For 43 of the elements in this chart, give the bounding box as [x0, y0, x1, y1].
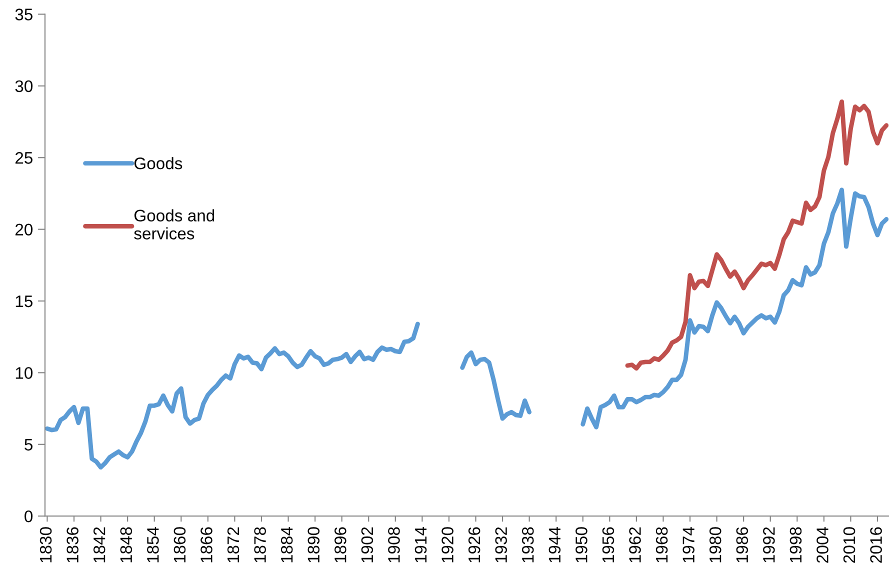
x-tick-label: 1848 [120, 527, 132, 562]
x-tick-label: 1830 [40, 527, 52, 562]
y-tick-label: 35 [15, 8, 32, 20]
y-tick-label: 25 [15, 152, 32, 164]
legend-label: Goods [134, 157, 182, 170]
y-tick-label: 20 [15, 224, 33, 236]
x-tick-label: 1908 [388, 527, 400, 562]
x-tick-label: 1986 [736, 527, 748, 562]
x-tick-label: 1902 [361, 527, 374, 562]
x-tick-label: 1920 [442, 527, 454, 562]
x-tick-label: 1950 [576, 527, 588, 562]
x-tick-label: 1854 [147, 526, 159, 562]
x-tick-label: 2010 [843, 527, 856, 563]
x-tick-label: 1878 [254, 527, 266, 562]
x-tick-label: 2016 [870, 527, 882, 563]
line-series [625, 99, 889, 371]
x-tick-label: 1938 [522, 527, 534, 562]
x-tick-label: 1836 [66, 527, 78, 562]
x-tick-label: 1956 [602, 527, 614, 562]
x-tick-label: 1914 [414, 526, 427, 562]
x-tick-label: 2004 [816, 526, 828, 563]
y-tick-label: 15 [16, 296, 32, 308]
x-tick-label: 1842 [93, 527, 106, 562]
y-tick-label: 0 [24, 510, 33, 522]
x-tick-label: 1872 [227, 527, 240, 562]
y-tick-label: 10 [16, 367, 33, 379]
x-tick-label: 1932 [495, 527, 507, 562]
x-tick-label: 1974 [682, 526, 694, 562]
x-tick-label: 1992 [763, 527, 775, 562]
y-tick-label: 30 [15, 80, 33, 92]
x-tick-label: 1890 [308, 527, 320, 562]
x-tick-label: 1980 [709, 527, 722, 562]
x-tick-label: 1926 [468, 527, 480, 562]
x-tick-label: 1866 [200, 527, 212, 562]
x-tick-label: 1962 [629, 527, 641, 562]
y-tick-label: 5 [24, 438, 32, 451]
legend-label: Goods and services [134, 209, 214, 240]
x-tick-label: 1944 [548, 526, 561, 562]
x-tick-label: 1998 [790, 527, 802, 562]
x-tick-label: 1860 [174, 527, 186, 562]
x-tick-label: 1968 [656, 527, 668, 562]
x-tick-label: 1884 [280, 526, 293, 562]
x-tick-label: 1896 [334, 527, 346, 562]
